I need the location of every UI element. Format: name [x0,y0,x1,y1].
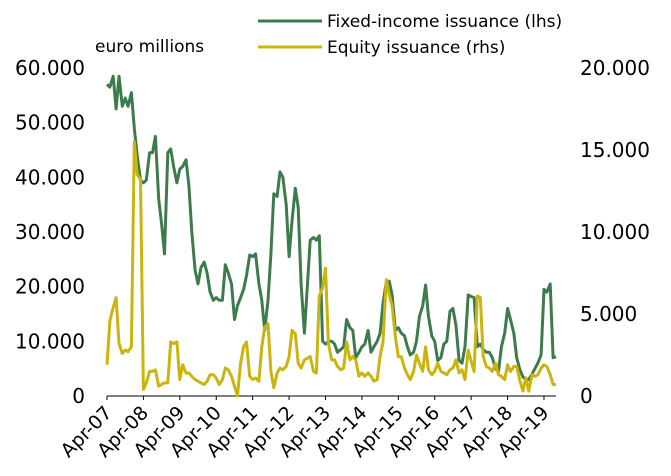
left-y-axis: 0 10.000 20.000 30.000 40.000 50.000 60.000 [15,56,85,408]
left-tick-label: 20.000 [15,275,85,299]
equity-series-line [105,140,556,398]
right-tick-label: 20.000 [580,56,650,80]
left-tick-label: 0 [72,384,85,408]
left-tick-label: 10.000 [15,329,85,353]
unit-label: euro millions [95,37,204,57]
right-tick-label: 0 [580,384,593,408]
series-lines [105,74,557,398]
legend-label-equity: Equity issuance (rhs) [327,38,505,58]
left-tick-label: 30.000 [15,220,85,244]
right-tick-label: 5.000 [580,302,637,326]
fixed-income-series-line [105,74,557,382]
left-tick-label: 60.000 [15,56,85,80]
left-tick-label: 50.000 [15,111,85,135]
x-axis: Apr-07Apr-08Apr-09Apr-10Apr-11Apr-12Apr-… [57,395,556,462]
right-y-axis: 0 5.000 10.000 15.000 20.000 [580,56,650,408]
legend: Fixed-income issuance (lhs) Equity issua… [258,12,562,58]
right-tick-label: 10.000 [580,220,650,244]
legend-label-fixed-income: Fixed-income issuance (lhs) [327,12,562,32]
left-tick-label: 40.000 [15,165,85,189]
right-tick-label: 15.000 [580,138,650,162]
